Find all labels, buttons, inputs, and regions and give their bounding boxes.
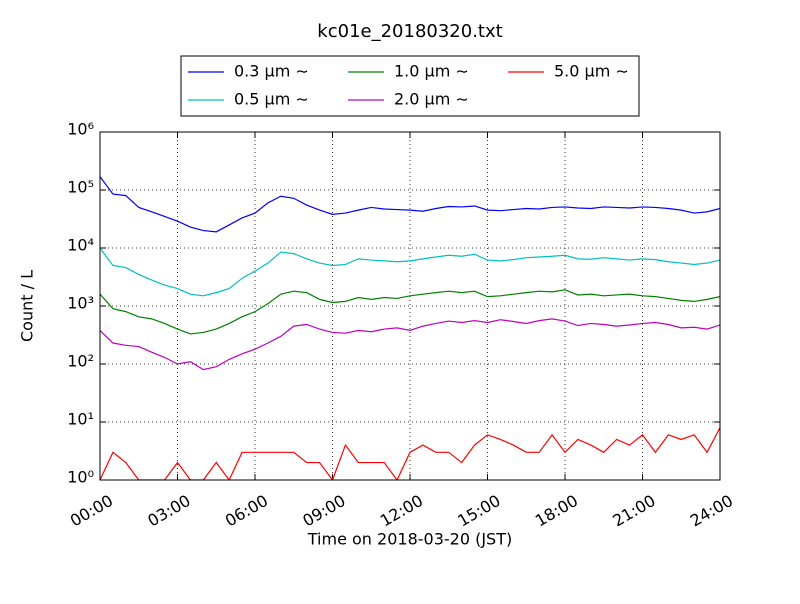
legend-label: 1.0 μm ∼: [394, 62, 469, 81]
y-tick-label: 10⁶: [67, 120, 94, 139]
series-line: [100, 427, 720, 480]
legend-label: 2.0 μm ∼: [394, 90, 469, 109]
chart-title: kc01e_20180320.txt: [317, 21, 502, 42]
y-axis-label: Count / L: [18, 270, 37, 342]
legend-box: [180, 55, 640, 117]
series-line: [100, 247, 720, 297]
y-tick-label: 10⁴: [67, 236, 94, 255]
series-line: [100, 289, 720, 335]
legend-label: 0.5 μm ∼: [234, 90, 309, 109]
legend-label: 5.0 μm ∼: [554, 62, 629, 81]
plot-area: [100, 176, 720, 480]
x-axis-label: Time on 2018-03-20 (JST): [307, 530, 512, 549]
series-line: [100, 176, 720, 233]
series-line: [100, 318, 720, 371]
y-tick-label: 10³: [67, 294, 94, 313]
plot-frame: [99, 131, 721, 481]
legend-label: 0.3 μm ∼: [234, 62, 309, 81]
y-tick-label: 10⁰: [67, 468, 94, 487]
y-tick-label: 10⁵: [67, 178, 94, 197]
y-tick-label: 10²: [67, 352, 94, 371]
y-tick-label: 10¹: [67, 410, 94, 429]
